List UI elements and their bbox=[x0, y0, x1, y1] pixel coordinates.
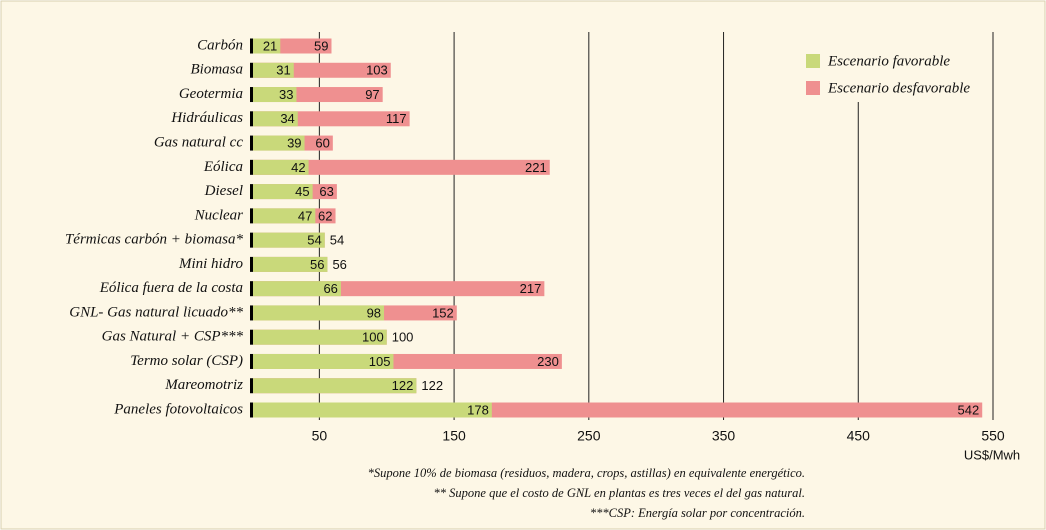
legend-swatch bbox=[806, 81, 820, 95]
bar bbox=[253, 256, 328, 272]
y-tick-label: Mareomotriz bbox=[164, 377, 243, 393]
legend-label: Escenario desfavorable bbox=[827, 80, 970, 96]
data-label: 105 bbox=[369, 354, 391, 369]
data-label: 62 bbox=[318, 208, 332, 223]
y-tick bbox=[250, 62, 253, 78]
data-label: 47 bbox=[298, 208, 312, 223]
legend-label: Escenario favorable bbox=[827, 53, 950, 69]
data-label: 178 bbox=[467, 402, 489, 417]
y-tick bbox=[250, 135, 253, 151]
data-label: 54 bbox=[330, 233, 344, 248]
bar bbox=[253, 159, 550, 175]
data-label: 98 bbox=[367, 305, 381, 320]
data-label: 56 bbox=[310, 257, 324, 272]
y-tick bbox=[250, 353, 253, 369]
y-tick bbox=[250, 159, 253, 175]
data-label: 97 bbox=[365, 87, 379, 102]
y-tick-label: Carbón bbox=[197, 37, 243, 53]
footnote: ** Supone que el costo de GNL en plantas… bbox=[434, 486, 805, 500]
y-tick-label: Eólica fuera de la costa bbox=[99, 280, 243, 296]
data-label: 34 bbox=[280, 111, 294, 126]
data-label: 21 bbox=[263, 38, 277, 53]
y-tick bbox=[250, 111, 253, 127]
data-label: 100 bbox=[362, 330, 384, 345]
y-tick bbox=[250, 208, 253, 224]
y-tick-label: Diesel bbox=[204, 183, 243, 199]
bar bbox=[253, 402, 492, 418]
data-label: 117 bbox=[386, 111, 407, 126]
data-label: 39 bbox=[287, 136, 301, 151]
x-tick-label: 550 bbox=[981, 428, 1005, 444]
data-label: 66 bbox=[323, 281, 337, 296]
data-label: 56 bbox=[332, 257, 346, 272]
data-label: 31 bbox=[276, 63, 290, 78]
data-label: 42 bbox=[291, 160, 305, 175]
y-tick bbox=[250, 305, 253, 321]
legend-box bbox=[800, 30, 990, 102]
y-tick bbox=[250, 329, 253, 345]
data-label: 152 bbox=[432, 305, 454, 320]
data-label: 230 bbox=[537, 354, 559, 369]
y-tick-label: Mini hidro bbox=[178, 256, 244, 272]
bar bbox=[253, 111, 298, 127]
y-tick-label: Eólica bbox=[203, 159, 243, 175]
bar bbox=[253, 38, 281, 54]
x-tick-label: 450 bbox=[847, 428, 871, 444]
data-label: 103 bbox=[366, 63, 388, 78]
data-label: 60 bbox=[315, 136, 329, 151]
bar bbox=[253, 329, 387, 345]
y-tick bbox=[250, 281, 253, 297]
y-tick-label: Gas Natural + CSP*** bbox=[102, 329, 244, 345]
y-tick-label: Paneles fotovoltaicos bbox=[113, 401, 243, 417]
y-tick-label: GNL- Gas natural licuado** bbox=[69, 304, 243, 320]
footnote: *Supone 10% de biomasa (residuos, madera… bbox=[368, 466, 805, 480]
data-label: 100 bbox=[392, 330, 414, 345]
data-label: 54 bbox=[307, 233, 321, 248]
y-tick-label: Geotermia bbox=[179, 86, 243, 102]
data-label: 33 bbox=[279, 87, 293, 102]
data-label: 59 bbox=[314, 38, 328, 53]
y-tick-label: Térmicas carbón + biomasa* bbox=[65, 232, 244, 248]
y-tick bbox=[250, 232, 253, 248]
bar bbox=[253, 184, 313, 200]
data-label: 122 bbox=[392, 378, 414, 393]
data-label: 221 bbox=[525, 160, 547, 175]
bar bbox=[253, 232, 325, 248]
y-tick-label: Gas natural cc bbox=[154, 135, 244, 151]
y-tick bbox=[250, 402, 253, 418]
y-tick-label: Termo solar (CSP) bbox=[130, 353, 243, 369]
y-tick bbox=[250, 378, 253, 394]
bar bbox=[253, 208, 316, 224]
bar bbox=[253, 159, 309, 175]
y-tick bbox=[250, 184, 253, 200]
data-label: 122 bbox=[421, 378, 443, 393]
bar bbox=[253, 87, 297, 103]
y-tick bbox=[250, 87, 253, 103]
bar bbox=[253, 305, 385, 321]
y-tick-label: Hidráulicas bbox=[170, 110, 243, 126]
bar bbox=[253, 281, 341, 297]
footnote: ***CSP: Energía solar por concentración. bbox=[590, 506, 805, 520]
data-label: 542 bbox=[958, 402, 980, 417]
x-tick-label: 150 bbox=[442, 428, 466, 444]
x-tick-label: 50 bbox=[312, 428, 328, 444]
data-label: 63 bbox=[319, 184, 333, 199]
x-tick-label: 250 bbox=[577, 428, 601, 444]
legend-swatch bbox=[806, 54, 820, 68]
x-tick-label: 350 bbox=[712, 428, 736, 444]
bar bbox=[253, 378, 417, 394]
unit-label: US$/Mwh bbox=[964, 447, 1020, 462]
legend: Escenario favorable Escenario desfavorab… bbox=[800, 30, 990, 102]
y-tick-label: Nuclear bbox=[194, 207, 243, 223]
bar bbox=[253, 135, 305, 151]
bar bbox=[253, 62, 294, 78]
bar bbox=[253, 353, 394, 369]
data-label: 217 bbox=[520, 281, 542, 296]
y-tick bbox=[250, 38, 253, 54]
y-tick bbox=[250, 256, 253, 272]
data-label: 45 bbox=[295, 184, 309, 199]
y-tick-label: Biomasa bbox=[191, 62, 244, 78]
